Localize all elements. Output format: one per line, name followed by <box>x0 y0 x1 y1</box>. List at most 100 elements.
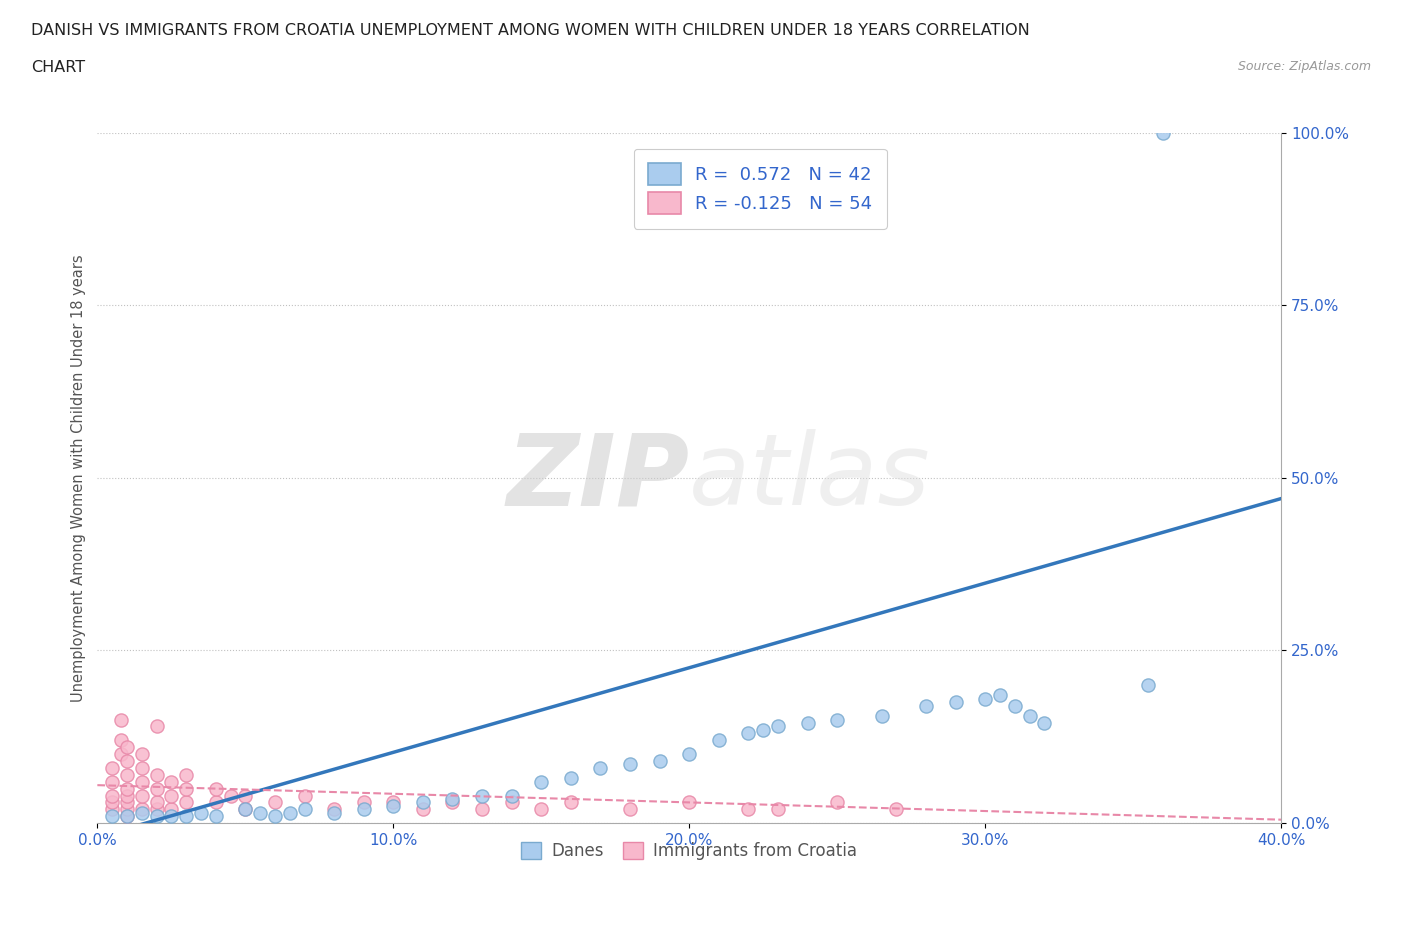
Point <box>115 753 138 768</box>
Point <box>174 795 197 810</box>
Point <box>264 795 287 810</box>
Point <box>219 788 242 803</box>
Point <box>101 761 124 776</box>
Point <box>131 747 153 762</box>
Point <box>115 809 138 824</box>
Point <box>233 802 256 817</box>
Point <box>441 795 464 810</box>
Point <box>707 733 730 748</box>
Point <box>737 726 759 741</box>
Point <box>471 788 494 803</box>
Point <box>323 805 346 820</box>
Text: ZIP: ZIP <box>506 430 689 526</box>
Point <box>353 802 375 817</box>
Point <box>825 712 848 727</box>
Point <box>131 805 153 820</box>
Point <box>145 795 167 810</box>
Y-axis label: Unemployment Among Women with Children Under 18 years: Unemployment Among Women with Children U… <box>72 254 86 701</box>
Point <box>1004 698 1026 713</box>
Point <box>204 809 226 824</box>
Text: atlas: atlas <box>689 430 931 526</box>
Point <box>115 767 138 782</box>
Point <box>1018 709 1040 724</box>
Text: Source: ZipAtlas.com: Source: ZipAtlas.com <box>1237 60 1371 73</box>
Point <box>619 757 641 772</box>
Point <box>501 788 523 803</box>
Point <box>560 795 582 810</box>
Point <box>101 775 124 790</box>
Point <box>264 809 287 824</box>
Point <box>1152 126 1174 140</box>
Point <box>160 775 183 790</box>
Point <box>145 802 167 817</box>
Point <box>131 775 153 790</box>
Point <box>560 771 582 786</box>
Point <box>648 753 671 768</box>
Point <box>110 712 132 727</box>
Point <box>145 809 167 824</box>
Text: CHART: CHART <box>31 60 84 75</box>
Point <box>1136 678 1159 693</box>
Point <box>323 802 346 817</box>
Point <box>530 775 553 790</box>
Point <box>145 781 167 796</box>
Point <box>886 802 908 817</box>
Point <box>233 802 256 817</box>
Point <box>796 715 818 730</box>
Point <box>737 802 759 817</box>
Point <box>678 795 700 810</box>
Point <box>101 809 124 824</box>
Point <box>278 805 301 820</box>
Point <box>110 747 132 762</box>
Point <box>115 739 138 754</box>
Legend: Danes, Immigrants from Croatia: Danes, Immigrants from Croatia <box>515 835 865 867</box>
Point <box>589 761 612 776</box>
Point <box>131 788 153 803</box>
Point <box>974 691 997 706</box>
Point <box>131 761 153 776</box>
Point <box>752 723 775 737</box>
Point <box>101 795 124 810</box>
Point <box>131 802 153 817</box>
Point <box>412 795 434 810</box>
Point <box>870 709 893 724</box>
Point <box>766 719 789 734</box>
Point <box>101 788 124 803</box>
Point <box>145 719 167 734</box>
Point <box>678 747 700 762</box>
Point <box>619 802 641 817</box>
Point <box>160 802 183 817</box>
Point <box>160 788 183 803</box>
Point <box>441 791 464 806</box>
Point <box>115 781 138 796</box>
Point <box>825 795 848 810</box>
Point <box>353 795 375 810</box>
Point <box>233 788 256 803</box>
Point <box>115 795 138 810</box>
Point <box>115 788 138 803</box>
Point <box>501 795 523 810</box>
Point <box>1033 715 1056 730</box>
Point <box>382 795 405 810</box>
Point <box>101 802 124 817</box>
Text: DANISH VS IMMIGRANTS FROM CROATIA UNEMPLOYMENT AMONG WOMEN WITH CHILDREN UNDER 1: DANISH VS IMMIGRANTS FROM CROATIA UNEMPL… <box>31 23 1029 38</box>
Point <box>110 733 132 748</box>
Point <box>160 809 183 824</box>
Point <box>204 781 226 796</box>
Point <box>294 788 316 803</box>
Point <box>174 809 197 824</box>
Point <box>988 688 1011 703</box>
Point <box>249 805 271 820</box>
Point <box>115 802 138 817</box>
Point <box>294 802 316 817</box>
Point <box>115 809 138 824</box>
Point <box>382 799 405 814</box>
Point <box>204 795 226 810</box>
Point <box>915 698 938 713</box>
Point <box>530 802 553 817</box>
Point <box>190 805 212 820</box>
Point <box>766 802 789 817</box>
Point <box>145 767 167 782</box>
Point <box>174 767 197 782</box>
Point <box>174 781 197 796</box>
